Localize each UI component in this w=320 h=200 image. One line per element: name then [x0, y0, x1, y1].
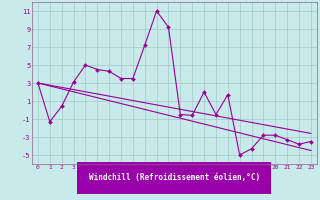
X-axis label: Windchill (Refroidissement éolien,°C): Windchill (Refroidissement éolien,°C) [89, 173, 260, 182]
